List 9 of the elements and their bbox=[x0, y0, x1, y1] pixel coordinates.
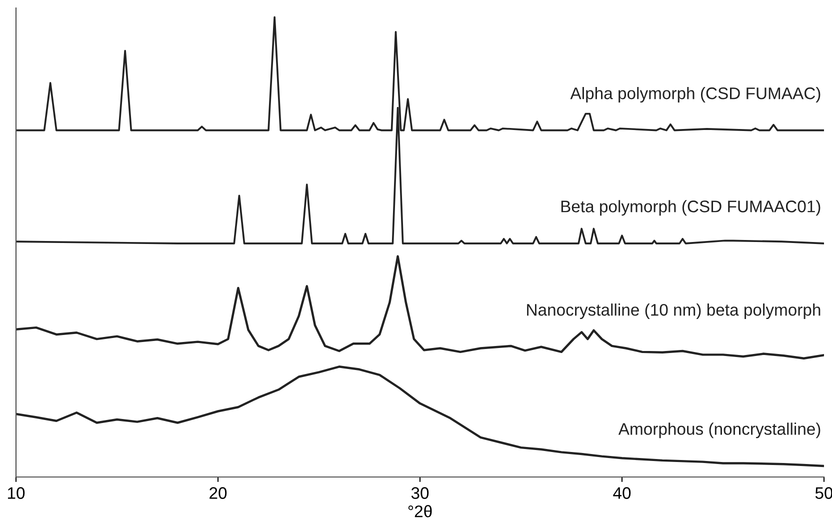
x-tick-label: 20 bbox=[210, 487, 227, 499]
series-label: Nanocrystalline (10 nm) beta polymorph bbox=[527, 304, 820, 320]
x-tick-label: 10 bbox=[8, 487, 25, 499]
series-label: Amorphous (noncrystalline) bbox=[618, 422, 820, 438]
series-label: Beta polymorph (CSD FUMAAC01) bbox=[561, 200, 820, 216]
x-tick-label: 40 bbox=[613, 487, 631, 499]
series-label: Alpha polymorph (CSD FUMAAC) bbox=[570, 86, 820, 103]
x-tick-label: 30 bbox=[411, 487, 429, 499]
x-axis-title: °2θ bbox=[408, 505, 432, 518]
